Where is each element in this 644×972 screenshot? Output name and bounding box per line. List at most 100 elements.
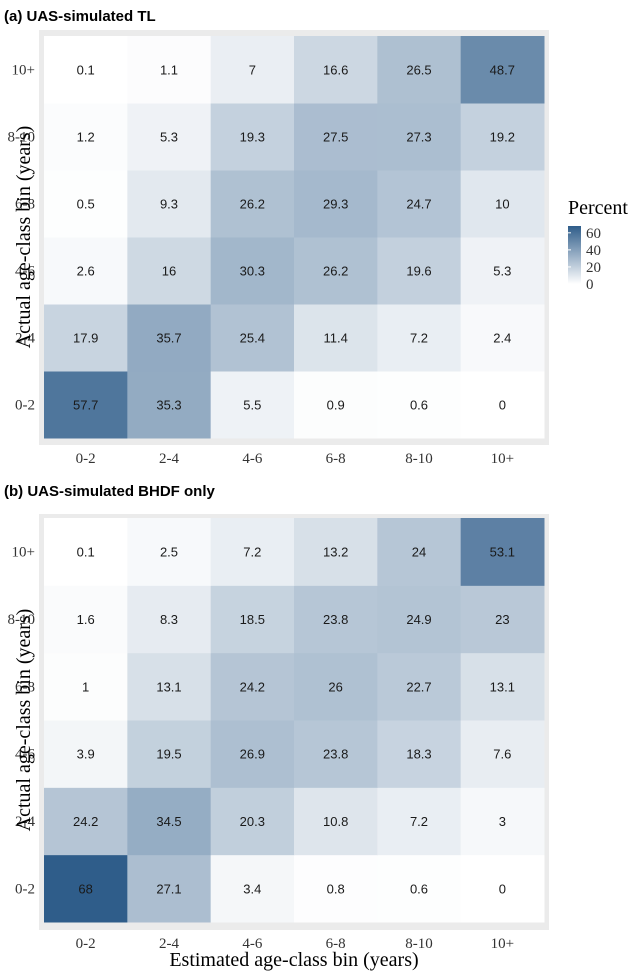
x-tick-label: 2-4 bbox=[159, 936, 179, 952]
heatmap-cell bbox=[210, 652, 295, 721]
heatmap-cell bbox=[294, 787, 378, 856]
heatmap-cell bbox=[377, 304, 462, 372]
cell-value-label: 30.3 bbox=[240, 264, 265, 279]
panel-title: (a) UAS-simulated TL bbox=[4, 8, 156, 25]
x-tick-label: 8-10 bbox=[405, 936, 433, 952]
x-tick-label: 2-4 bbox=[159, 451, 179, 467]
y-axis-title: Actual age-class bin (years) bbox=[13, 126, 35, 349]
heatmap-cell bbox=[210, 237, 295, 305]
heatmap-cell bbox=[460, 585, 545, 654]
cell-value-label: 1 bbox=[82, 679, 89, 694]
heatmap-cell bbox=[377, 585, 462, 654]
heatmap-cell bbox=[460, 652, 545, 721]
cell-value-label: 24.2 bbox=[73, 814, 98, 829]
heatmap-cell bbox=[377, 36, 462, 104]
cell-value-label: 53.1 bbox=[490, 545, 515, 560]
heatmap-cell bbox=[294, 170, 378, 238]
cell-value-label: 5.3 bbox=[493, 264, 511, 279]
x-tick-label: 6-8 bbox=[326, 936, 346, 952]
y-tick-label: 6-8 bbox=[15, 679, 35, 695]
cell-value-label: 18.5 bbox=[240, 612, 265, 627]
x-axis-title: Estimated age-class bin (years) bbox=[169, 949, 418, 971]
heatmap-cell bbox=[460, 304, 545, 372]
heatmap-cell bbox=[127, 304, 212, 372]
heatmap-cell bbox=[210, 720, 295, 788]
x-tick-label: 4-6 bbox=[242, 936, 262, 952]
x-tick-label: 4-6 bbox=[242, 451, 262, 467]
heatmap-cell bbox=[127, 720, 212, 788]
y-tick-label: 2-4 bbox=[15, 331, 35, 347]
heatmap-cell bbox=[294, 371, 378, 439]
cell-value-label: 7.2 bbox=[410, 331, 428, 346]
heatmap-cell bbox=[377, 787, 462, 856]
heatmap-cell bbox=[460, 36, 545, 104]
y-tick-label: 4-6 bbox=[15, 747, 35, 763]
cell-value-label: 24 bbox=[412, 545, 426, 560]
y-tick-label: 4-6 bbox=[15, 264, 35, 280]
legend-tick-label: 40 bbox=[586, 243, 601, 259]
heatmap-cell bbox=[294, 652, 378, 721]
heatmap-cell bbox=[210, 518, 295, 586]
heatmap-cell bbox=[377, 371, 462, 439]
x-tick-label: 0-2 bbox=[76, 451, 96, 467]
cell-value-label: 68 bbox=[78, 881, 92, 896]
heatmap-cell bbox=[127, 36, 212, 104]
cell-value-label: 2.5 bbox=[160, 545, 178, 560]
cell-value-label: 26.2 bbox=[323, 264, 348, 279]
x-tick-label: 0-2 bbox=[76, 936, 96, 952]
cell-value-label: 0.9 bbox=[327, 398, 345, 413]
heatmap-cell bbox=[377, 237, 462, 305]
cell-value-label: 5.5 bbox=[243, 398, 261, 413]
cell-value-label: 3.4 bbox=[243, 881, 261, 896]
cell-value-label: 7.2 bbox=[243, 545, 261, 560]
heatmap-cell bbox=[44, 36, 128, 104]
heatmap-cell bbox=[127, 652, 212, 721]
cell-value-label: 0.8 bbox=[327, 881, 345, 896]
cell-value-label: 1.2 bbox=[77, 130, 95, 145]
cell-value-label: 0 bbox=[499, 881, 506, 896]
cell-value-label: 27.5 bbox=[323, 130, 348, 145]
cell-value-label: 7.2 bbox=[410, 814, 428, 829]
cell-value-label: 23.8 bbox=[323, 747, 348, 762]
heatmap-cell bbox=[460, 518, 545, 586]
legend-title: Percent bbox=[568, 197, 628, 219]
cell-value-label: 1.1 bbox=[160, 63, 178, 78]
heatmap-cell bbox=[377, 854, 462, 923]
heatmap-cell bbox=[44, 170, 128, 238]
heatmap-cell bbox=[460, 170, 545, 238]
cell-value-label: 13.1 bbox=[490, 679, 515, 694]
cell-value-label: 0.1 bbox=[77, 63, 95, 78]
y-tick-label: 0-2 bbox=[15, 881, 35, 897]
x-tick-label: 8-10 bbox=[405, 451, 433, 467]
heatmap-cell bbox=[210, 304, 295, 372]
cell-value-label: 25.4 bbox=[240, 331, 265, 346]
heatmap-cell bbox=[210, 103, 295, 171]
heatmap-cell bbox=[377, 103, 462, 171]
heatmap-cell bbox=[44, 304, 128, 372]
cell-value-label: 35.3 bbox=[156, 398, 181, 413]
legend-tick-label: 60 bbox=[586, 226, 601, 242]
heatmap-cell bbox=[210, 36, 295, 104]
cell-value-label: 19.5 bbox=[156, 747, 181, 762]
heatmap-cell bbox=[44, 720, 128, 788]
legend-tick-label: 20 bbox=[586, 260, 601, 276]
y-axis-title: Actual age-class bin (years) bbox=[13, 609, 35, 832]
heatmap-cell bbox=[44, 787, 128, 856]
heatmap-cell bbox=[460, 237, 545, 305]
panel-title: (b) UAS-simulated BHDF only bbox=[4, 483, 215, 500]
heatmap-cell bbox=[127, 237, 212, 305]
heatmap-cell bbox=[44, 103, 128, 171]
cell-value-label: 2.6 bbox=[77, 264, 95, 279]
cell-value-label: 16 bbox=[162, 264, 176, 279]
cell-value-label: 35.7 bbox=[156, 331, 181, 346]
heatmap-cell bbox=[127, 371, 212, 439]
heatmap-cell bbox=[44, 854, 128, 923]
heatmap-cell bbox=[210, 854, 295, 923]
cell-value-label: 13.1 bbox=[156, 679, 181, 694]
legend-tick-label: 0 bbox=[586, 277, 594, 293]
legend-colorbar bbox=[568, 226, 581, 284]
heatmap-cell bbox=[460, 787, 545, 856]
heatmap-cell bbox=[460, 720, 545, 788]
cell-value-label: 24.9 bbox=[406, 612, 431, 627]
